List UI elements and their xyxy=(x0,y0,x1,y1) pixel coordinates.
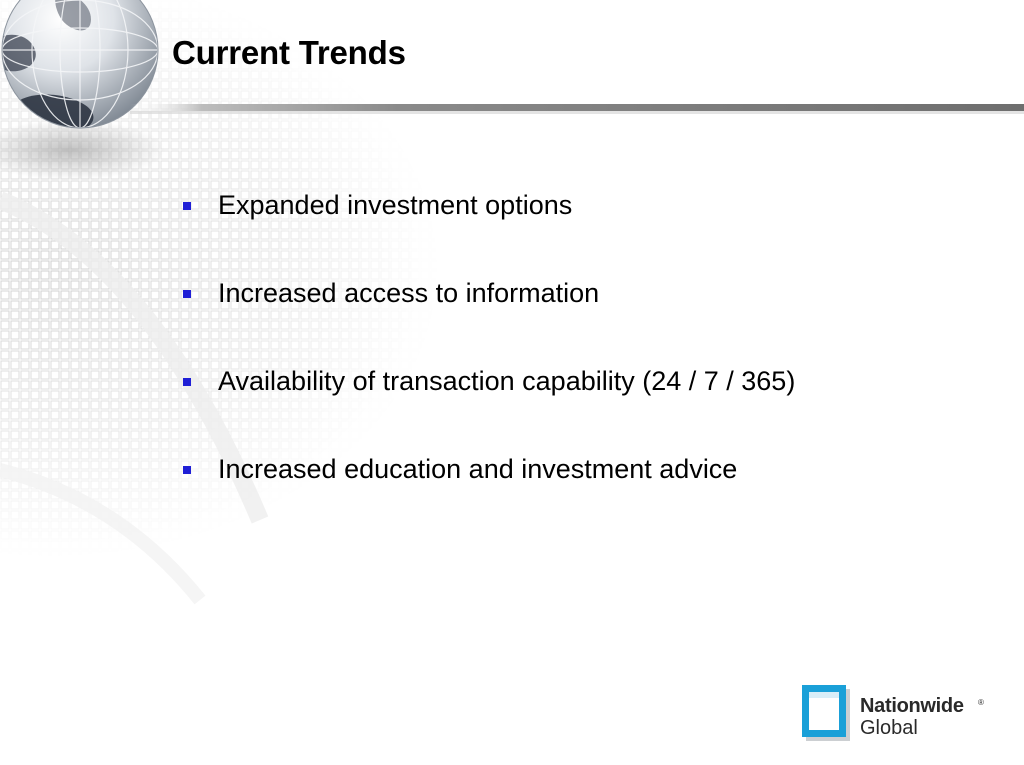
title-divider xyxy=(130,104,1024,111)
nationwide-frame-icon xyxy=(802,685,850,741)
bullet-text: Increased access to information xyxy=(218,278,600,308)
nationwide-global-logo: Nationwide ® Global xyxy=(800,683,1000,743)
square-bullet-icon xyxy=(183,290,191,298)
globe-graphic xyxy=(1,0,159,129)
logo-name: Nationwide xyxy=(860,695,964,717)
slide-title: Current Trends xyxy=(172,34,406,71)
bullet-text: Availability of transaction capability (… xyxy=(218,366,796,396)
bullet-text: Increased education and investment advic… xyxy=(218,454,738,484)
bullet-text: Expanded investment options xyxy=(218,190,573,220)
logo-subtitle: Global xyxy=(860,717,918,739)
square-bullet-icon xyxy=(183,202,191,210)
square-bullet-icon xyxy=(183,466,191,474)
registered-mark: ® xyxy=(978,698,984,707)
square-bullet-icon xyxy=(183,378,191,386)
